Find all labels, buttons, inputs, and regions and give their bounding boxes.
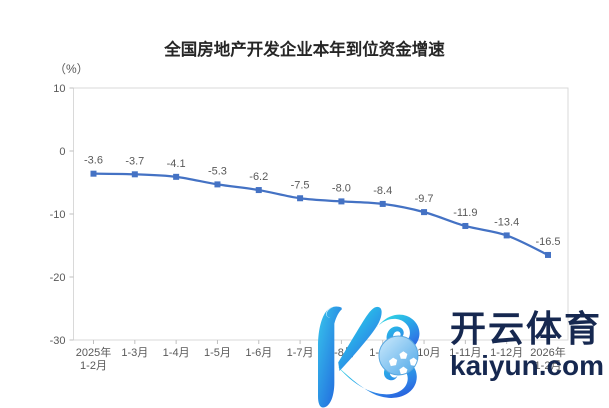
svg-text:0: 0 [59, 146, 65, 158]
svg-text:-8.4: -8.4 [373, 185, 392, 197]
svg-text:10: 10 [53, 83, 65, 95]
svg-text:-10: -10 [50, 209, 66, 221]
svg-text:-30: -30 [50, 335, 66, 347]
svg-text:开云体育: 开云体育 [450, 308, 602, 349]
svg-text:1-4月: 1-4月 [163, 347, 190, 359]
svg-text:-5.3: -5.3 [208, 165, 227, 177]
svg-text:-13.4: -13.4 [494, 216, 519, 228]
svg-text:-6.2: -6.2 [249, 171, 268, 183]
svg-text:-11.9: -11.9 [453, 207, 477, 219]
svg-text:-20: -20 [50, 272, 66, 284]
svg-text:1-7月: 1-7月 [287, 347, 314, 359]
svg-text:-7.5: -7.5 [291, 179, 310, 191]
svg-text:kaiyun.com: kaiyun.com [450, 350, 604, 381]
svg-text:-8.0: -8.0 [332, 182, 351, 194]
svg-text:1-3月: 1-3月 [121, 347, 148, 359]
svg-text:1-2月: 1-2月 [80, 360, 107, 372]
svg-text:2025年: 2025年 [76, 345, 111, 359]
svg-text:1-5月: 1-5月 [204, 347, 231, 359]
svg-text:-3.7: -3.7 [125, 155, 144, 167]
svg-text:-3.6: -3.6 [84, 155, 103, 167]
svg-text:-9.7: -9.7 [415, 193, 434, 205]
svg-text:1-6月: 1-6月 [245, 347, 272, 359]
svg-text:-4.1: -4.1 [167, 158, 186, 170]
svg-text:-16.5: -16.5 [535, 236, 560, 248]
